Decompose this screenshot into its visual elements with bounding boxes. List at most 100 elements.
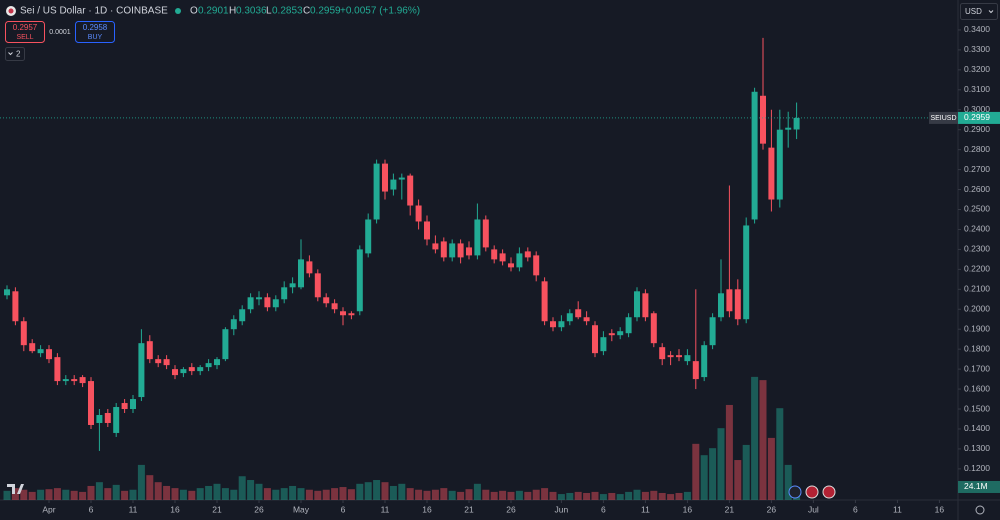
volume-bar xyxy=(784,464,792,500)
volume-bar xyxy=(415,489,423,500)
volume-bar xyxy=(137,464,145,500)
buy-price: 0.2958 xyxy=(83,23,108,32)
y-tick-label: 0.1500 xyxy=(964,403,990,413)
volume-bar xyxy=(499,490,507,500)
indicators-toggle[interactable] xyxy=(5,47,25,61)
symbol-logo-inner xyxy=(8,8,14,14)
candle-body xyxy=(382,163,388,192)
volume-bar xyxy=(297,488,305,500)
candle-body xyxy=(457,243,464,258)
y-tick-label: 0.2600 xyxy=(964,184,990,194)
candle-body xyxy=(600,337,607,352)
sell-price: 0.2957 xyxy=(13,23,38,32)
volume-bar xyxy=(524,491,532,500)
candle-body xyxy=(760,95,766,144)
volume-bar xyxy=(87,485,95,500)
candle-body xyxy=(776,129,783,200)
settings-icon[interactable] xyxy=(975,505,985,515)
volume-bar xyxy=(709,448,717,500)
candle-body xyxy=(650,313,657,344)
volume-bar xyxy=(574,491,582,500)
y-tick-label: 0.1700 xyxy=(964,363,990,373)
volume-bar xyxy=(171,488,179,500)
candle-body xyxy=(62,379,69,382)
candle-body xyxy=(701,345,708,378)
plot xyxy=(3,37,801,500)
volume-bar xyxy=(154,482,162,500)
change: +0.0057 (+1.96%) xyxy=(340,6,420,17)
x-tick-label: 11 xyxy=(893,504,902,514)
sell-button[interactable] xyxy=(5,21,45,43)
volume-bar xyxy=(482,489,490,500)
candle-body xyxy=(440,241,447,258)
market-status xyxy=(175,8,181,14)
volume-bar xyxy=(641,491,649,500)
candle-body xyxy=(608,333,615,336)
volume-bar xyxy=(213,483,221,500)
candle-body xyxy=(130,399,136,410)
currency-button[interactable] xyxy=(960,3,998,20)
candle-body xyxy=(256,297,262,300)
candle-body xyxy=(230,319,237,330)
y-tick-label: 0.3300 xyxy=(964,44,990,54)
candle-body xyxy=(306,261,313,274)
y-tick-label: 0.1600 xyxy=(964,383,990,393)
event-icon[interactable] xyxy=(805,485,819,499)
volume-bar xyxy=(591,491,599,500)
volume-bar xyxy=(196,488,204,500)
buy-button[interactable] xyxy=(75,21,115,43)
l-value: 0.2853 xyxy=(272,6,303,17)
volume-bar xyxy=(625,491,633,500)
chevron xyxy=(8,52,13,56)
l-label: L xyxy=(266,6,272,17)
volume-bar xyxy=(751,376,759,500)
volume-bar xyxy=(683,491,691,500)
y-tick-label: 0.3200 xyxy=(964,64,990,74)
volume-bar xyxy=(255,483,263,500)
candle-body xyxy=(79,377,86,384)
volume-bar xyxy=(205,485,213,500)
volume-bar xyxy=(238,476,246,500)
x-tick-label: 16 xyxy=(683,504,693,514)
y-tick-label: 0.1400 xyxy=(964,423,990,433)
y-tick-label: 0.2000 xyxy=(964,304,990,314)
y-tick-label: 0.1200 xyxy=(964,463,990,473)
candle-body xyxy=(138,343,145,398)
volume-bar xyxy=(566,492,574,500)
volume-bar xyxy=(541,488,549,500)
y-tick-label: 0.1300 xyxy=(964,443,990,453)
symbol-title[interactable]: Sei / US Dollar · 1D · COINBASE xyxy=(20,6,168,17)
volume-tag xyxy=(958,480,1000,493)
candle-body xyxy=(298,259,304,288)
y-tick-label: 0.2800 xyxy=(964,144,990,154)
x-tick-label: 6 xyxy=(341,504,346,514)
x-tick-label: 21 xyxy=(464,504,474,514)
y-tick-label: 0.2200 xyxy=(964,264,990,274)
candle-body xyxy=(239,309,246,322)
candle-body xyxy=(424,221,430,240)
x-tick-label: 26 xyxy=(767,504,777,514)
volume-bar xyxy=(121,490,129,500)
candle-body xyxy=(222,329,229,360)
event-icon[interactable] xyxy=(822,485,836,499)
candle-body xyxy=(491,249,498,260)
volume-bar xyxy=(776,408,784,500)
candle-body xyxy=(96,415,103,423)
event-icon[interactable] xyxy=(788,485,802,499)
volume-bar xyxy=(650,490,658,500)
x-tick-label: May xyxy=(293,504,310,514)
last-price-label: 0.2959 xyxy=(964,112,990,122)
candle-body xyxy=(659,347,666,360)
x-tick-label: 21 xyxy=(212,504,222,514)
x-tick-label: 11 xyxy=(129,504,138,514)
o-value: 0.2901 xyxy=(198,6,229,17)
volume-bar xyxy=(95,482,103,500)
volume-bar xyxy=(364,482,372,500)
volume-tag-label: 24.1M xyxy=(964,481,988,491)
candle-body xyxy=(684,355,691,362)
candle-body xyxy=(667,355,674,358)
volume-bar xyxy=(305,489,313,500)
candle-body xyxy=(508,263,514,268)
candle-body xyxy=(642,293,649,318)
volume-bar xyxy=(280,488,288,500)
